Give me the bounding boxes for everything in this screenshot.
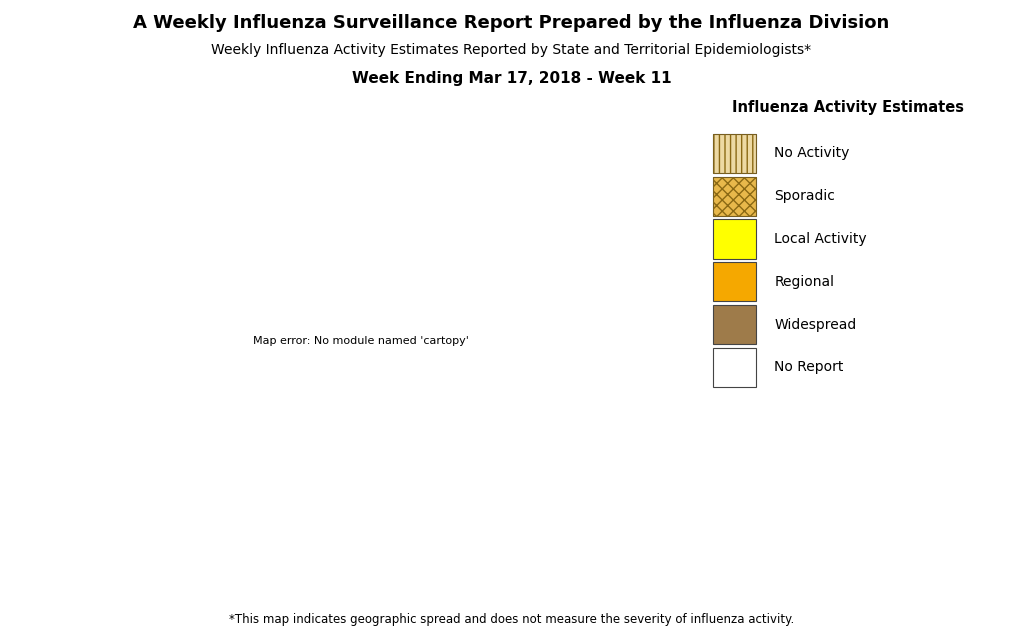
Text: No Activity: No Activity xyxy=(774,147,850,161)
Text: Week Ending Mar 17, 2018 - Week 11: Week Ending Mar 17, 2018 - Week 11 xyxy=(352,71,671,87)
Text: Regional: Regional xyxy=(774,275,835,289)
Text: Map error: No module named 'cartopy': Map error: No module named 'cartopy' xyxy=(253,336,469,346)
FancyBboxPatch shape xyxy=(713,305,756,344)
FancyBboxPatch shape xyxy=(713,262,756,301)
Text: Influenza Activity Estimates: Influenza Activity Estimates xyxy=(732,100,964,115)
FancyBboxPatch shape xyxy=(713,134,756,173)
Text: Local Activity: Local Activity xyxy=(774,232,868,246)
FancyBboxPatch shape xyxy=(713,176,756,216)
Text: *This map indicates geographic spread and does not measure the severity of influ: *This map indicates geographic spread an… xyxy=(229,613,794,626)
FancyBboxPatch shape xyxy=(713,348,756,387)
FancyBboxPatch shape xyxy=(713,219,756,259)
Text: Sporadic: Sporadic xyxy=(774,189,836,203)
Text: Weekly Influenza Activity Estimates Reported by State and Territorial Epidemiolo: Weekly Influenza Activity Estimates Repo… xyxy=(212,43,811,57)
Text: Widespread: Widespread xyxy=(774,318,856,332)
Text: A Weekly Influenza Surveillance Report Prepared by the Influenza Division: A Weekly Influenza Surveillance Report P… xyxy=(133,14,890,32)
Text: No Report: No Report xyxy=(774,361,844,375)
